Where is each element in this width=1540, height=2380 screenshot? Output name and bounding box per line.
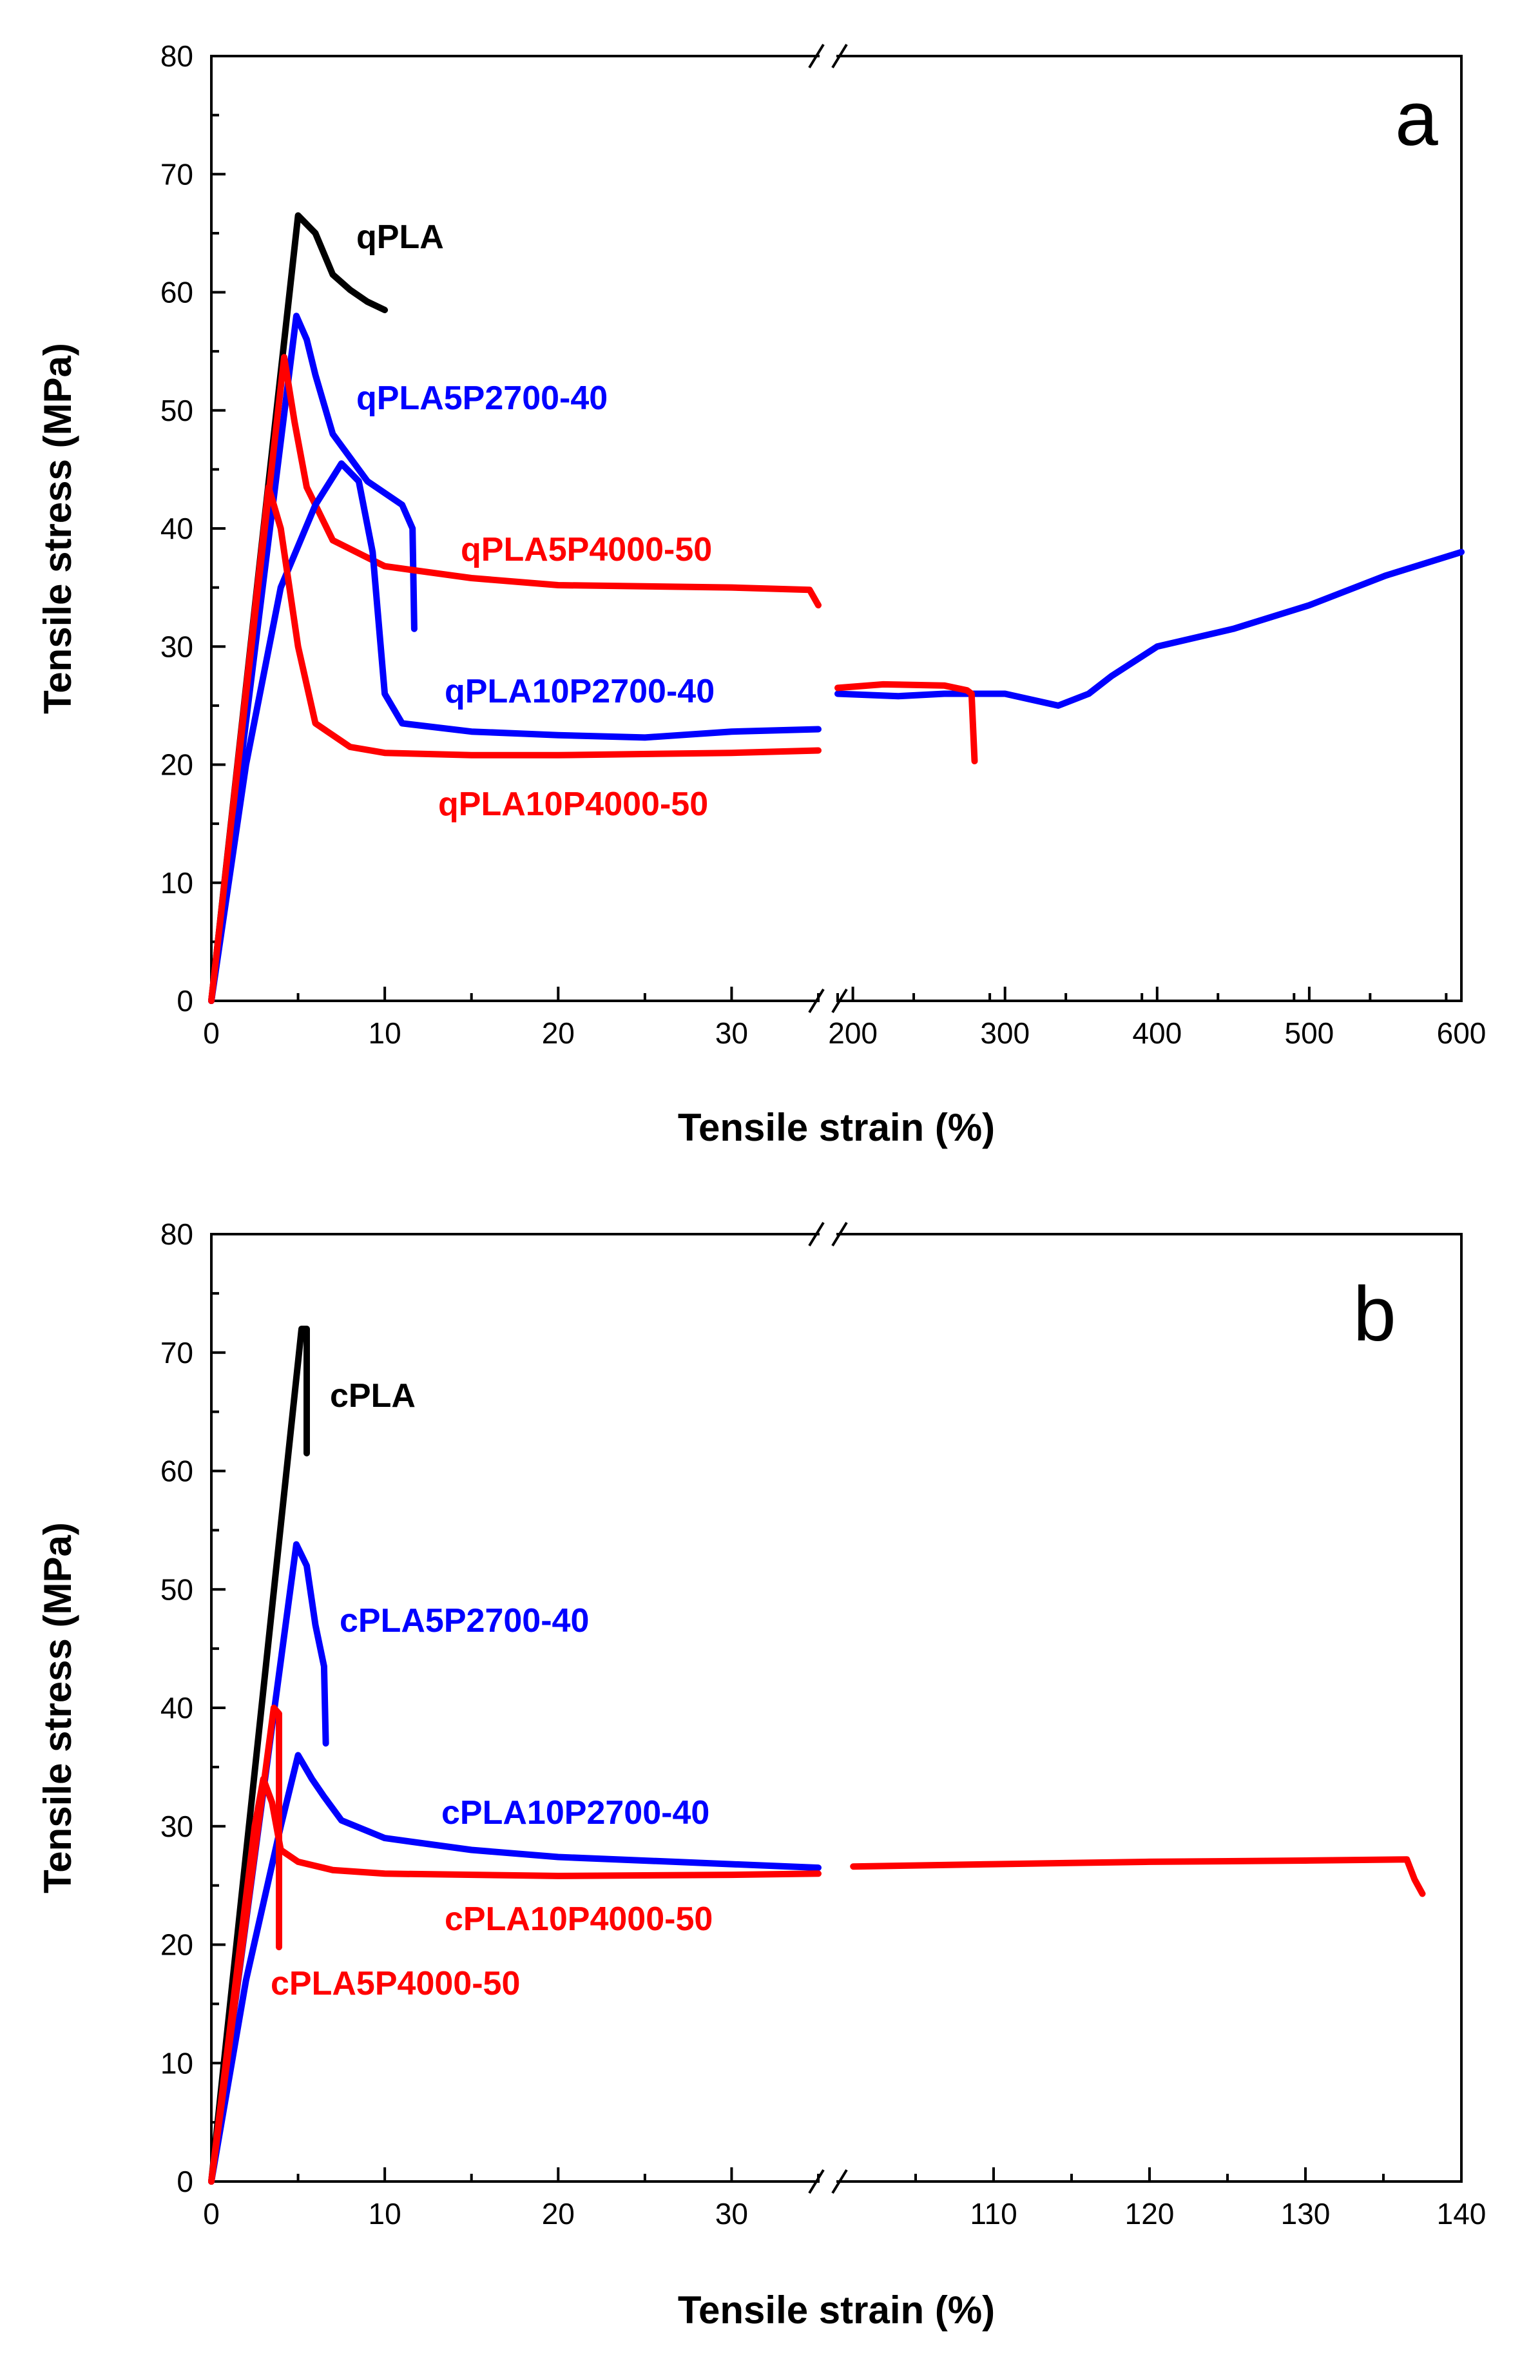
panel-b-axis-break-bottom-mark bbox=[808, 2169, 825, 2194]
panel-a-plot-frame bbox=[210, 55, 1463, 1002]
panel-b-label-cpla: cPLA bbox=[330, 1377, 416, 1415]
panel-a-y-tick-label: 40 bbox=[160, 512, 193, 545]
panel-a-letter: a bbox=[1395, 75, 1438, 162]
panel-b-label-cpla5p2700-40: cPLA5P2700-40 bbox=[340, 1602, 589, 1640]
panel-a-x-tick-label: 500 bbox=[1285, 1016, 1334, 1050]
panel-b-x-tick-label: 110 bbox=[970, 2197, 1017, 2230]
panel-a-y-tick-label: 60 bbox=[160, 276, 193, 309]
panel-b-x-tick-label: 120 bbox=[1125, 2197, 1175, 2230]
panel-b-axis-break-top-mark bbox=[808, 1221, 825, 1247]
panel-a-y-tick-label: 20 bbox=[160, 748, 193, 782]
panel-a-series-qpla10p4000-50-right bbox=[834, 681, 978, 764]
panel-b-label-cpla10p2700-40: cPLA10P2700-40 bbox=[441, 1794, 709, 1832]
panel-a-label-qpla10p4000-50: qPLA10P4000-50 bbox=[438, 786, 708, 823]
panel-b-y-axis-title: Tensile stress (MPa) bbox=[36, 1522, 79, 1893]
panel-a-axis-break-top-mark bbox=[808, 43, 825, 69]
panel-b-x-tick-label: 130 bbox=[1281, 2197, 1331, 2230]
panel-a-y-axis-title: Tensile stress (MPa) bbox=[36, 343, 79, 714]
panel-b-axis-break-top-gap bbox=[820, 1232, 836, 1237]
panel-b-y-tick-label: 0 bbox=[177, 2165, 193, 2198]
panel-b-label-cpla5p4000-50: cPLA5P4000-50 bbox=[271, 1965, 520, 2002]
panel-a-label-qpla: qPLA bbox=[356, 218, 444, 256]
panel-b-y-tick-label: 60 bbox=[160, 1455, 193, 1488]
panel-b-series-cpla5p4000-50-left bbox=[208, 1705, 282, 2185]
panel-b-y-tick-label: 80 bbox=[160, 1217, 193, 1251]
panel-a-x-tick-label: 400 bbox=[1132, 1016, 1182, 1050]
panel-a: 0 10 20 30 40 50 60 70 80 0 10 20 30 200 300 400 500 600 q… bbox=[36, 39, 1486, 1149]
panel-b-y-tick-label: 40 bbox=[160, 1691, 193, 1725]
panel-b-series-cpla-left bbox=[208, 1326, 310, 2185]
panel-b-x-tick-label: 30 bbox=[715, 2197, 748, 2230]
panel-b-x-tick-label: 20 bbox=[542, 2197, 575, 2230]
panel-b-plot-frame bbox=[210, 1233, 1463, 2183]
panel-a-x-tick-label: 10 bbox=[369, 1016, 401, 1050]
panel-b-letter: b bbox=[1353, 1271, 1396, 1357]
panel-b: 0 10 20 30 40 50 60 70 80 0 10 20 30 110 120 130 140 cPLA… bbox=[36, 1217, 1486, 2332]
panel-a-axis-break-top-gap bbox=[820, 53, 836, 59]
panel-b-x-tick-label: 140 bbox=[1437, 2197, 1487, 2230]
panel-a-x-tick-label: 600 bbox=[1437, 1016, 1487, 1050]
panel-a-axis-break-bottom-mark bbox=[808, 988, 825, 1014]
panel-a-y-tick-label: 0 bbox=[177, 984, 193, 1018]
panel-a-x-tick-label: 200 bbox=[828, 1016, 878, 1050]
panel-a-label-qpla5p4000-50: qPLA5P4000-50 bbox=[461, 531, 712, 568]
panel-a-series-qpla5p4000-50-left bbox=[208, 354, 822, 1004]
panel-b-axis-break-top-mark bbox=[831, 1221, 848, 1247]
panel-a-y-tick-label: 30 bbox=[160, 630, 193, 663]
panel-a-y-tick-label: 70 bbox=[160, 157, 193, 191]
panel-a-x-axis-title: Tensile strain (%) bbox=[678, 1106, 995, 1149]
panel-a-label-qpla5p2700-40: qPLA5P2700-40 bbox=[356, 380, 608, 417]
panel-a-axis-break-top-mark bbox=[831, 43, 848, 69]
panel-b-series-cpla5p2700-40-left bbox=[208, 1541, 329, 2185]
panel-a-axis-break-bottom-gap bbox=[820, 998, 836, 1003]
panel-a-series-qpla10p4000-50-left bbox=[208, 483, 822, 1004]
panel-b-y-tick-label: 20 bbox=[160, 1928, 193, 1962]
panel-a-y-tick-label: 10 bbox=[160, 866, 193, 900]
panel-a-x-tick-label: 30 bbox=[715, 1016, 748, 1050]
panel-a-series-qpla-left bbox=[208, 212, 389, 1004]
panel-b-x-tick-label: 0 bbox=[203, 2197, 220, 2230]
panel-a-label-qpla10p2700-40: qPLA10P2700-40 bbox=[445, 673, 715, 710]
panel-b-axis-break-bottom-gap bbox=[820, 2179, 836, 2184]
panel-a-axis-break-bottom-mark bbox=[831, 988, 848, 1014]
panel-a-x-tick-label: 300 bbox=[980, 1016, 1030, 1050]
panel-a-y-tick-label: 50 bbox=[160, 394, 193, 427]
panel-b-y-tick-label: 10 bbox=[160, 2046, 193, 2080]
panel-b-label-cpla10p4000-50: cPLA10P4000-50 bbox=[445, 1901, 713, 1938]
panel-a-series-qpla5p2700-40-left bbox=[208, 313, 418, 1004]
panel-b-y-tick-label: 70 bbox=[160, 1336, 193, 1369]
panel-b-x-axis-title: Tensile strain (%) bbox=[678, 2288, 995, 2332]
panel-b-series-cpla10p2700-40-left bbox=[208, 1752, 822, 2185]
panel-a-series-qpla10p2700-40-right bbox=[834, 548, 1465, 709]
panel-a-x-tick-label: 0 bbox=[203, 1016, 220, 1050]
panel-b-y-tick-label: 30 bbox=[160, 1810, 193, 1843]
panel-a-y-tick-label: 80 bbox=[160, 39, 193, 73]
panel-b-series-cpla10p4000-50-right bbox=[850, 1856, 1426, 1897]
panel-b-x-tick-label: 10 bbox=[369, 2197, 401, 2230]
panel-a-x-tick-label: 20 bbox=[542, 1016, 575, 1050]
panel-b-y-tick-label: 50 bbox=[160, 1572, 193, 1606]
panel-b-axis-break-bottom-mark bbox=[831, 2169, 848, 2194]
